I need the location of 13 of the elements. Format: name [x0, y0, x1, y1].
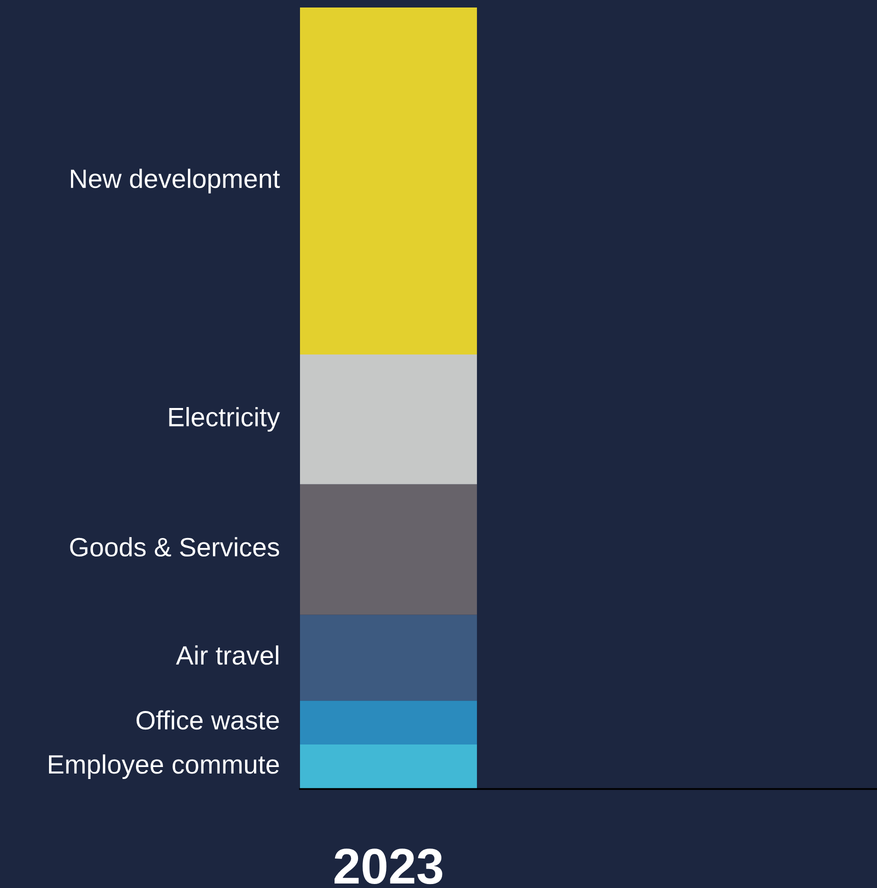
bar	[300, 744, 477, 789]
bar	[300, 614, 477, 701]
bar	[300, 700, 477, 744]
series-label: Air travel	[176, 645, 278, 665]
series-label: Employee commute	[49, 754, 279, 780]
series-label: Electricity	[169, 407, 280, 432]
bar	[300, 354, 477, 484]
series-label: Office waste	[136, 710, 279, 730]
bar	[300, 8, 477, 355]
bar	[300, 484, 477, 615]
series-label: Goods & Services	[70, 537, 280, 557]
x-tick-label: 2023	[334, 848, 442, 884]
series-label: New development	[70, 168, 280, 194]
